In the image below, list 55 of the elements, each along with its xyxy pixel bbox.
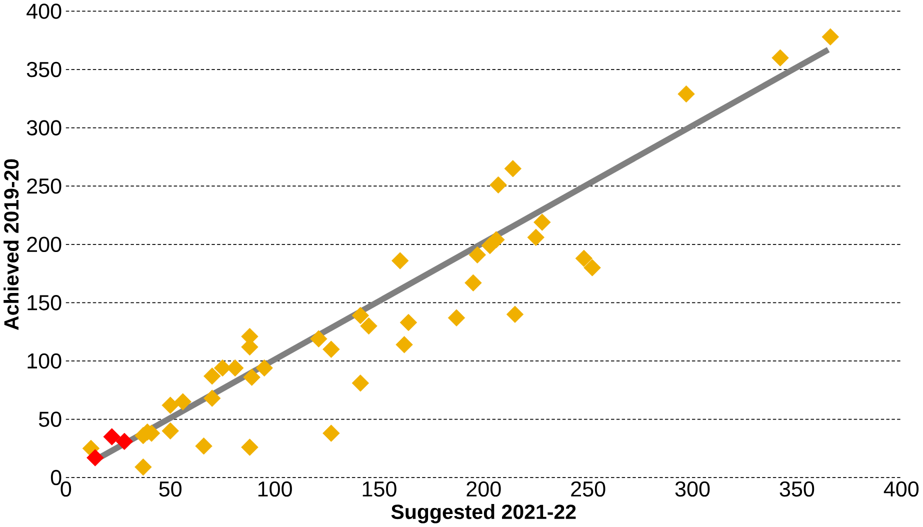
x-tick-label: 400 <box>884 481 919 497</box>
y-tick-label: 300 <box>26 120 62 136</box>
x-tick-label: 50 <box>159 481 182 497</box>
point <box>322 340 340 358</box>
point <box>464 274 482 292</box>
y-tick-label: 400 <box>26 4 62 19</box>
point <box>204 368 221 385</box>
point <box>772 49 789 67</box>
point <box>584 259 601 276</box>
point <box>195 438 212 455</box>
y-tick-label: 150 <box>28 295 62 310</box>
point <box>504 160 522 178</box>
point <box>243 368 260 386</box>
y-tick-label: 100 <box>28 353 62 369</box>
point <box>241 438 258 456</box>
x-tick-label: 150 <box>362 481 396 497</box>
point <box>360 317 378 335</box>
point <box>506 306 524 324</box>
x-tick-label: 350 <box>780 481 814 497</box>
point <box>391 252 409 270</box>
point <box>103 428 120 446</box>
point <box>534 214 551 231</box>
point <box>448 309 466 327</box>
point <box>174 393 192 410</box>
point <box>396 336 413 354</box>
point <box>678 85 695 103</box>
point <box>256 359 273 377</box>
point <box>204 390 221 407</box>
x-tick-label: 0 <box>60 481 72 497</box>
y-tick-label: 200 <box>27 236 62 252</box>
point <box>822 28 839 46</box>
y-tick-label: 0 <box>50 470 62 486</box>
point <box>310 330 328 348</box>
x-tick-label: 250 <box>571 481 606 497</box>
point <box>116 432 133 450</box>
point <box>575 250 593 268</box>
point <box>322 424 340 442</box>
point <box>490 176 507 194</box>
y-tick-label: 250 <box>27 178 62 194</box>
y-tick-label: 350 <box>26 62 62 78</box>
x-axis-title: Suggested 2021-22 <box>391 504 576 524</box>
point <box>352 306 370 324</box>
x-tick-label: 200 <box>466 481 501 497</box>
point <box>527 228 544 246</box>
x-tick-label: 100 <box>258 481 292 497</box>
point <box>86 449 104 466</box>
point <box>468 246 486 264</box>
point <box>400 314 418 332</box>
y-tick-label: 50 <box>38 412 62 427</box>
point <box>162 422 179 440</box>
point <box>134 458 152 476</box>
y-axis-title: Achieved 2019-20 <box>4 159 19 330</box>
point <box>162 396 179 414</box>
x-tick-label: 300 <box>675 481 710 497</box>
point <box>352 374 370 392</box>
